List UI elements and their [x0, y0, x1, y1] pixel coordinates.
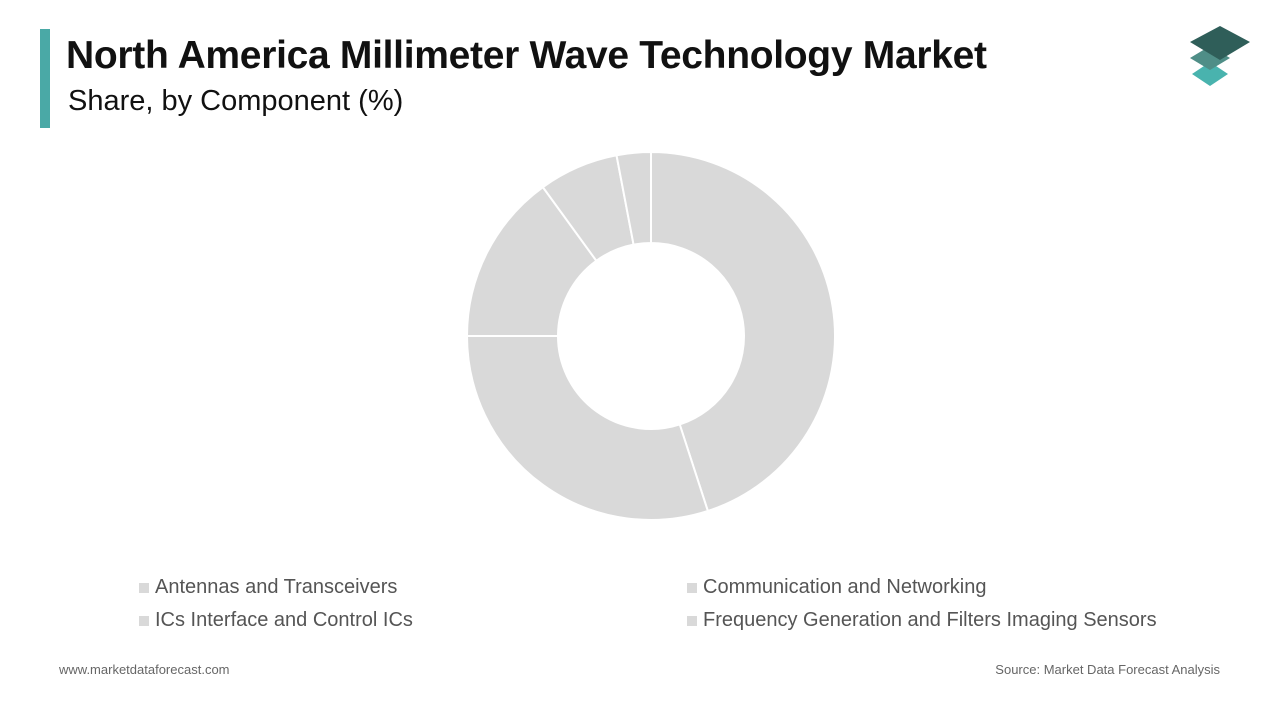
- legend-swatch: [139, 582, 149, 593]
- legend-label: ICs Interface and Control ICs: [155, 609, 413, 631]
- legend-item-1: Communication and Networking: [687, 576, 986, 599]
- legend-label: Antennas and Transceivers: [155, 576, 398, 598]
- legend-item-0: Antennas and Transceivers: [139, 576, 397, 599]
- donut-slice-2: [465, 185, 598, 337]
- legend-label: Frequency Generation and Filters Imaging…: [703, 609, 1157, 631]
- source-note: Source: Market Data Forecast Analysis: [995, 662, 1220, 677]
- legend-label: Communication and Networking: [703, 576, 987, 598]
- legend-item-2: ICs Interface and Control ICs: [139, 609, 413, 632]
- legend-item-3: Frequency Generation and Filters Imaging…: [687, 609, 1157, 632]
- logo-layers-icon: [1190, 26, 1250, 86]
- legend-swatch: [139, 615, 149, 626]
- legend-swatch: [687, 615, 697, 626]
- donut-slice-1: [465, 335, 710, 521]
- donut-slice-0: [650, 150, 836, 513]
- title-accent-bar: [40, 29, 50, 128]
- chart-title: North America Millimeter Wave Technology…: [66, 34, 987, 77]
- website-link[interactable]: www.marketdataforecast.com: [59, 662, 230, 677]
- legend-swatch: [687, 582, 697, 593]
- donut-slice-4: [615, 150, 652, 246]
- chart-subtitle: Share, by Component (%): [68, 85, 404, 117]
